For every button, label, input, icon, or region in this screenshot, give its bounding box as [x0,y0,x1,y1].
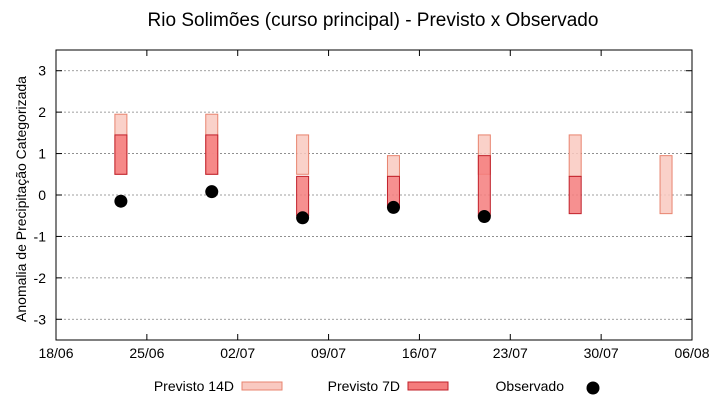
point-observado [205,185,219,199]
y-tick-label: 1 [38,146,46,162]
bar-previsto-7d [568,175,582,215]
y-axis-label: Anomalia de Precipitação Categorizada [13,76,29,322]
y-tick-label: 2 [38,104,46,120]
bar-previsto-7d [205,134,219,175]
y-tick-label: 0 [38,187,46,203]
bar-previsto-14d [386,155,400,177]
bar-previsto-14d [296,134,310,175]
x-tick-label: 18/06 [38,345,73,361]
legend-label-observado: Observado [496,378,565,394]
legend-label-previsto-14d: Previsto 14D [154,378,234,394]
point-observado [114,194,128,208]
x-tick-label: 02/07 [220,345,255,361]
y-tick-label: -2 [34,270,47,286]
bar-previsto-7d [477,155,491,217]
legend-label-previsto-7d: Previsto 7D [328,378,400,394]
bar-previsto-7d [114,134,128,175]
point-observado [386,200,400,214]
legend-marker-observado [586,381,600,395]
y-tick-label: -3 [34,311,47,327]
point-observado [296,211,310,225]
x-tick-label: 16/07 [402,345,437,361]
y-tick-label: 3 [38,63,46,79]
x-tick-label: 09/07 [311,345,346,361]
y-tick-label: -1 [34,228,47,244]
x-tick-label: 06/08 [674,345,709,361]
x-tick-label: 30/07 [584,345,619,361]
chart-title: Rio Solimões (curso principal) - Previst… [148,10,599,31]
x-tick-label: 23/07 [493,345,528,361]
legend-swatch-previsto-14d [241,381,283,391]
bar-previsto-14d [659,155,673,215]
point-observado [477,210,491,224]
bar-previsto-14d [568,134,582,177]
bar-previsto-7d [296,175,310,217]
plot-border [55,49,693,341]
legend-swatch-previsto-7d [407,381,449,391]
x-tick-label: 25/06 [129,345,164,361]
